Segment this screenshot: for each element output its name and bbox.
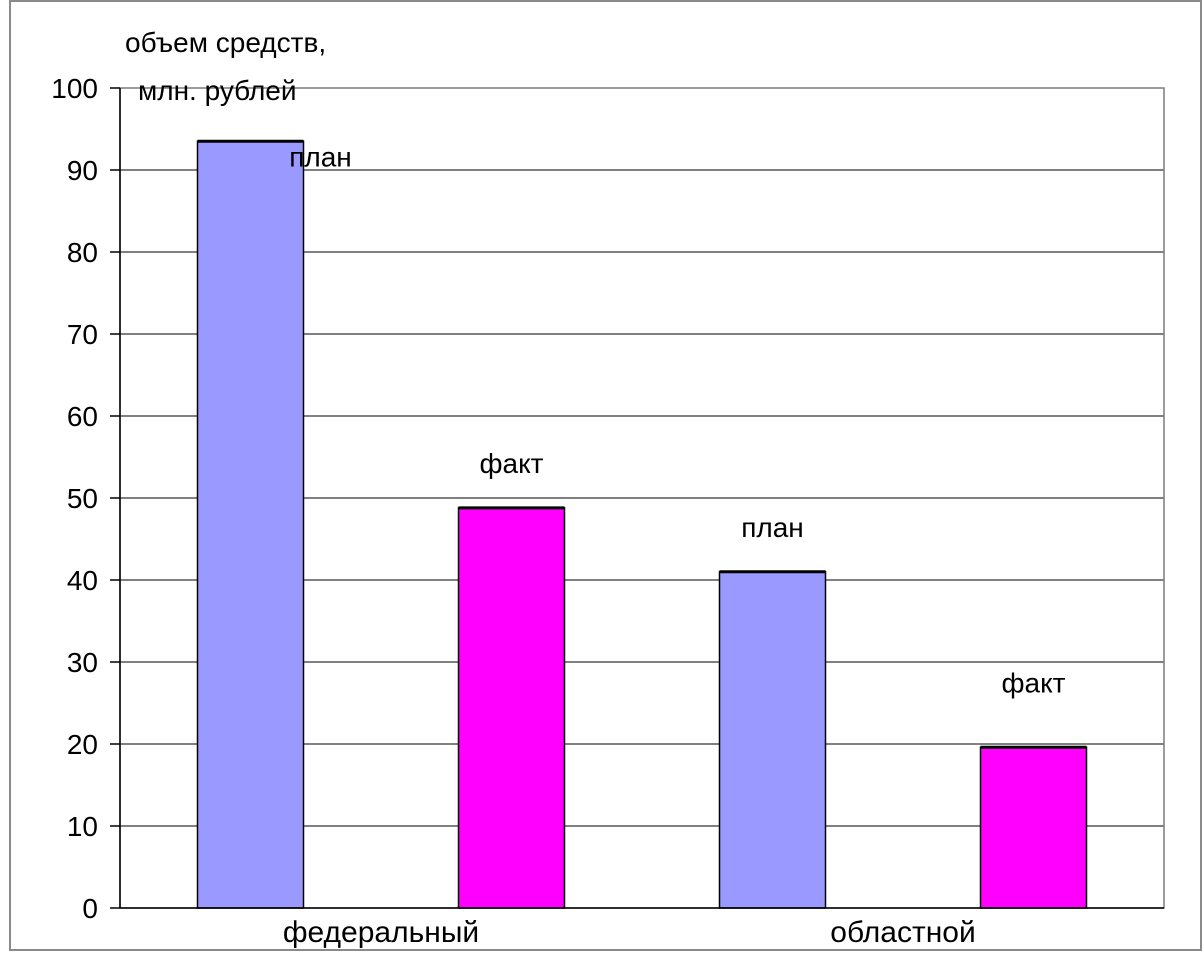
labels: план факт план факт федеральный областной (283, 141, 1066, 949)
y-tick-label-20: 20 (67, 729, 98, 760)
category-label-2: областной (830, 916, 975, 949)
y-tick-label-10: 10 (67, 811, 98, 842)
y-tick-label-0: 0 (82, 893, 98, 924)
bar-label-4: факт (1002, 667, 1066, 698)
y-tick-label-60: 60 (67, 401, 98, 432)
y-tick-label-40: 40 (67, 565, 98, 596)
bar-2 (457, 507, 566, 909)
bar-4 (979, 746, 1088, 909)
y-tick-label-100: 100 (51, 73, 98, 104)
y-tick-label-30: 30 (67, 647, 98, 678)
bar-label-2: факт (480, 448, 544, 479)
axes: 0 10 20 30 40 50 60 70 80 90 100 (51, 73, 1164, 924)
y-tick-label-50: 50 (67, 483, 98, 514)
bar-label-1: план (289, 141, 352, 172)
bars (196, 139, 1088, 909)
bar-3 (718, 571, 827, 909)
bar-1 (196, 140, 305, 909)
y-tick-label-70: 70 (67, 319, 98, 350)
y-tick-label-80: 80 (67, 237, 98, 268)
bar-label-3: план (741, 512, 804, 543)
y-tick-label-90: 90 (67, 155, 98, 186)
y-axis-title-line-1: объем средств, (125, 27, 326, 58)
y-axis-title-line-2: млн. рублей (138, 75, 297, 106)
category-label-1: федеральный (283, 916, 479, 949)
